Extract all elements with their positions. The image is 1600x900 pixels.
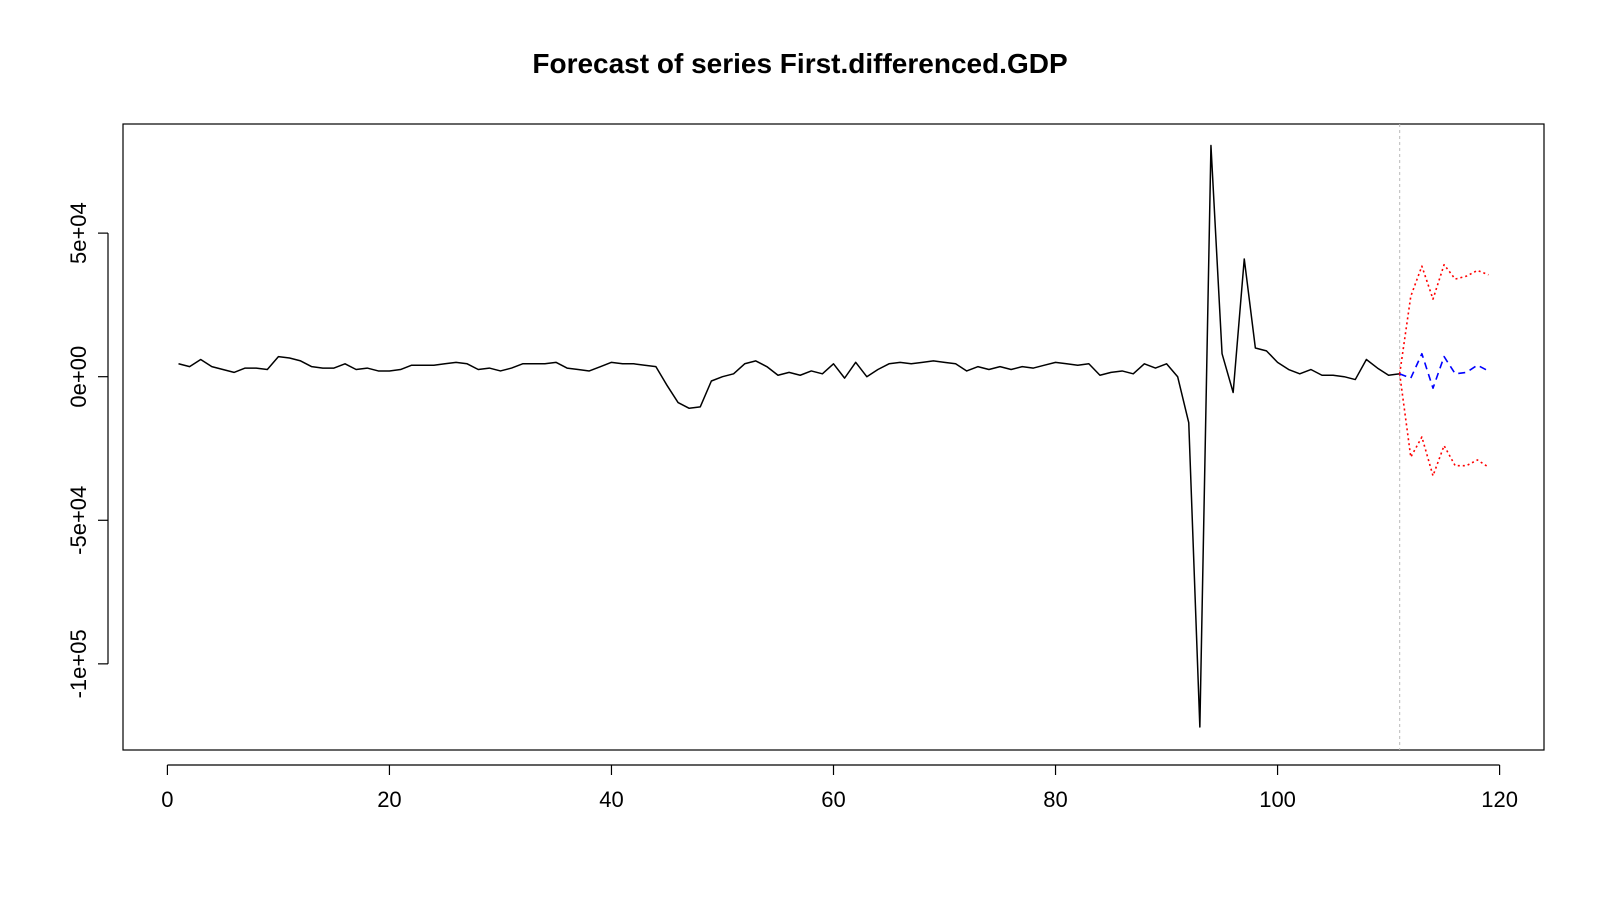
x-tick-label: 0 xyxy=(161,787,173,812)
chart-title: Forecast of series First.differenced.GDP xyxy=(532,48,1067,79)
y-tick-label: 0e+00 xyxy=(66,346,91,408)
x-tick-label: 40 xyxy=(599,787,623,812)
actual-series-line xyxy=(178,144,1400,728)
y-tick-label: -1e+05 xyxy=(66,629,91,698)
plot-area xyxy=(178,124,1489,750)
x-tick-label: 60 xyxy=(821,787,845,812)
lower-bound-line xyxy=(1398,373,1489,477)
upper-bound-line xyxy=(1398,263,1489,374)
forecast-series-line xyxy=(1399,352,1489,389)
x-tick-label: 20 xyxy=(377,787,401,812)
y-tick-label: 5e+04 xyxy=(66,202,91,264)
x-tick-label: 100 xyxy=(1259,787,1296,812)
y-tick-label: -5e+04 xyxy=(66,486,91,555)
axes: 0 20 40 60 80 100 120 -1e+05 -5e+04 0e+00 5e+04 xyxy=(66,202,1518,812)
plot-frame xyxy=(122,123,1545,751)
x-tick-label: 120 xyxy=(1481,787,1518,812)
x-tick-label: 80 xyxy=(1043,787,1067,812)
